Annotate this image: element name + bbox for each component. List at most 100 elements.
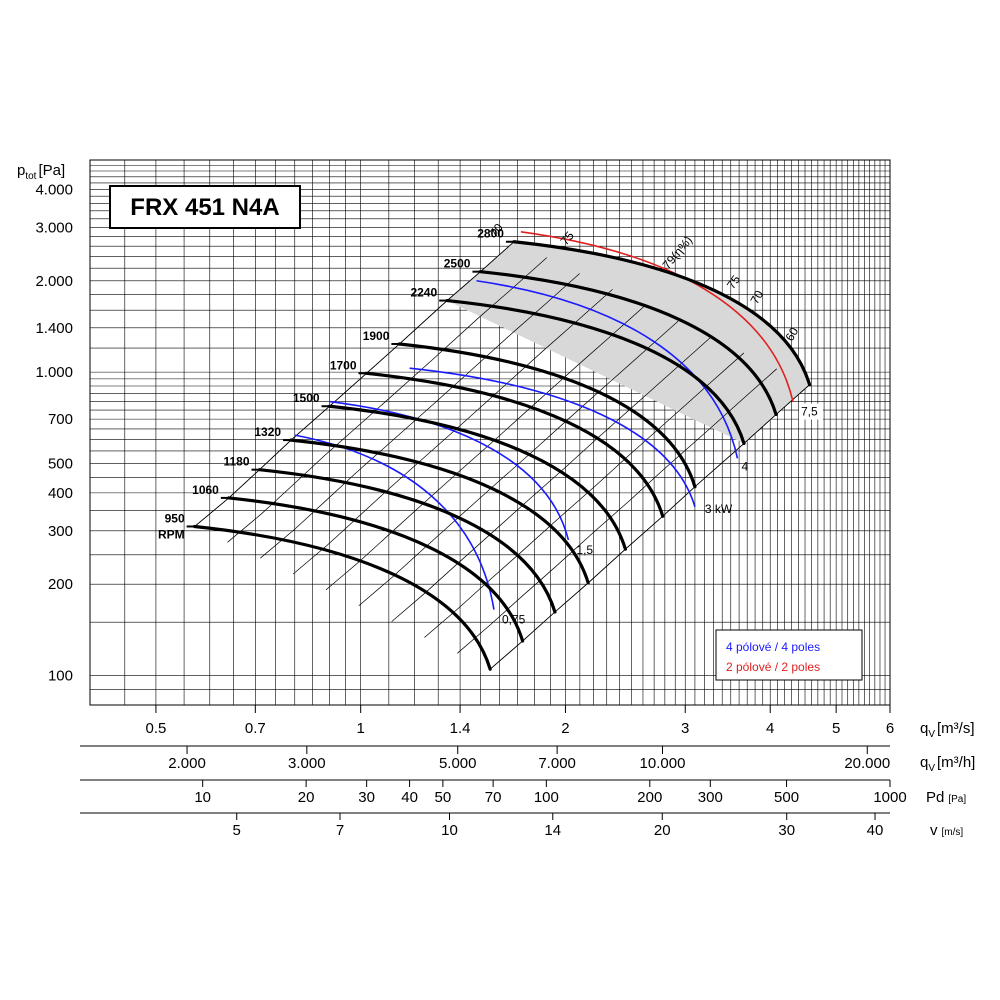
legend: 4 pólové / 4 poles 2 pólové / 2 poles bbox=[715, 629, 863, 681]
rpm-unit-label: RPM bbox=[158, 527, 185, 541]
rpm-curves: 950 RPM 1060 1180 1320 1500 1700 1900 2240 2500 28… bbox=[158, 227, 812, 671]
x3-tick-label: 70 bbox=[485, 789, 502, 806]
x3-tick-label: 100 bbox=[534, 789, 559, 806]
y-tick-label: 3.000 bbox=[35, 219, 73, 236]
x2-tick-label: 5.000 bbox=[439, 755, 477, 772]
x4-tick-label: 7 bbox=[336, 822, 344, 839]
chart-title: FRX 451 N4A bbox=[130, 194, 279, 221]
x-axis-label-pd: Pd [Pa] bbox=[926, 789, 966, 806]
y-tick-label: 2.000 bbox=[35, 273, 73, 290]
rpm-label: 2800 bbox=[477, 227, 504, 241]
rpm-curve bbox=[512, 240, 812, 387]
rpm-label: 1700 bbox=[330, 358, 357, 372]
legend-item-2-poles: 2 pólové / 2 poles bbox=[726, 660, 820, 674]
x-tick-label: 6 bbox=[886, 720, 894, 737]
mesh-line bbox=[325, 305, 646, 591]
y-tick-label: 4.000 bbox=[35, 181, 73, 198]
y-tick-label: 300 bbox=[48, 523, 73, 540]
rpm-label: 1320 bbox=[254, 425, 281, 439]
x-tick-label: 1.4 bbox=[450, 720, 471, 737]
efficiency-label: 60 bbox=[782, 325, 801, 344]
x-tick-label: 1 bbox=[357, 720, 365, 737]
x3-tick-label: 40 bbox=[401, 789, 418, 806]
rpm-label: 1500 bbox=[293, 391, 320, 405]
y-axis-label: ptot [Pa] bbox=[17, 162, 65, 182]
x-axes-ticks: 0.5 0.7 1 1.4 2 3 4 5 6 2.000 3.000 5.000 7.000 10.00… bbox=[80, 705, 907, 839]
x2-tick-label: 7.000 bbox=[538, 755, 576, 772]
efficiency-label: 70 bbox=[747, 288, 766, 307]
rpm-curve bbox=[257, 468, 557, 614]
x-tick-label: 2 bbox=[561, 720, 569, 737]
grid-lines bbox=[90, 160, 891, 705]
power-curve bbox=[329, 400, 570, 541]
mesh-line bbox=[358, 320, 679, 607]
x-tick-label: 0.7 bbox=[245, 720, 266, 737]
plot-frame bbox=[89, 159, 891, 706]
x3-tick-label: 50 bbox=[435, 789, 452, 806]
y-tick-label: 400 bbox=[48, 485, 73, 502]
mesh-line bbox=[292, 289, 613, 575]
x-tick-label: 0.5 bbox=[145, 720, 166, 737]
x-tick-label: 5 bbox=[832, 720, 840, 737]
power-curve bbox=[409, 367, 696, 507]
x-tick-label: 3 bbox=[681, 720, 689, 737]
x-axis-label-m3h: qV [m³/h] bbox=[920, 754, 975, 774]
rpm-label: 2240 bbox=[410, 286, 437, 300]
rpm-curve bbox=[445, 298, 746, 446]
mesh-line bbox=[227, 257, 548, 543]
rpm-label: 2500 bbox=[444, 257, 471, 271]
y-tick-label: 700 bbox=[48, 411, 73, 428]
x2-tick-label: 2.000 bbox=[168, 755, 206, 772]
x4-tick-label: 5 bbox=[233, 822, 241, 839]
rpm-label: 1060 bbox=[192, 483, 219, 497]
rpm-label: 950 bbox=[165, 511, 185, 525]
power-label: 1,5 bbox=[576, 543, 593, 557]
power-label-bg bbox=[798, 403, 823, 420]
rpm-curve bbox=[227, 496, 525, 643]
x3-tick-label: 500 bbox=[774, 789, 799, 806]
y-tick-label: 500 bbox=[48, 455, 73, 472]
power-label: 3 kW bbox=[705, 502, 733, 516]
power-label: 4 bbox=[741, 459, 748, 473]
x3-tick-label: 20 bbox=[298, 789, 315, 806]
y-tick-label: 100 bbox=[48, 668, 73, 685]
x3-tick-label: 1000 bbox=[873, 789, 906, 806]
x4-tick-label: 30 bbox=[778, 822, 795, 839]
rpm-label: 1180 bbox=[223, 455, 249, 469]
y-tick-label: 1.000 bbox=[35, 364, 73, 381]
power-curve bbox=[476, 279, 739, 459]
y-axis-ticks: 4.000 3.000 2.000 1.400 1.000 700 500 400 300 200… bbox=[35, 181, 73, 684]
x3-tick-label: 30 bbox=[358, 789, 375, 806]
y-tick-label: 200 bbox=[48, 576, 73, 593]
x-tick-label: 4 bbox=[766, 720, 774, 737]
start-boundary bbox=[194, 241, 515, 527]
x-axis-label-velocity: v [m/s] bbox=[930, 822, 963, 839]
mesh-line bbox=[391, 336, 712, 622]
rpm-curve bbox=[327, 404, 628, 551]
x2-tick-label: 3.000 bbox=[288, 755, 326, 772]
rpm-curve bbox=[478, 270, 778, 417]
x3-tick-label: 10 bbox=[194, 789, 211, 806]
power-label: 7,5 bbox=[801, 405, 818, 419]
x4-tick-label: 14 bbox=[544, 822, 561, 839]
end-boundary bbox=[489, 384, 810, 670]
x3-tick-label: 200 bbox=[637, 789, 662, 806]
x4-tick-label: 10 bbox=[441, 822, 458, 839]
x3-tick-label: 300 bbox=[698, 789, 723, 806]
x4-tick-label: 20 bbox=[654, 822, 671, 839]
chart-title-box: FRX 451 N4A bbox=[109, 185, 301, 229]
legend-item-4-poles: 4 pólové / 4 poles bbox=[726, 640, 820, 654]
y-tick-label: 1.400 bbox=[35, 320, 73, 337]
power-curve bbox=[520, 231, 794, 402]
x2-tick-label: 20.000 bbox=[844, 755, 890, 772]
mesh-line bbox=[424, 352, 745, 638]
rpm-curve bbox=[397, 342, 697, 489]
x2-tick-label: 10.000 bbox=[640, 755, 686, 772]
rpm-curve bbox=[289, 438, 590, 585]
rpm-curve bbox=[364, 371, 665, 518]
rpm-curve bbox=[193, 524, 492, 671]
x4-tick-label: 40 bbox=[867, 822, 884, 839]
rpm-label: 1900 bbox=[363, 329, 390, 343]
